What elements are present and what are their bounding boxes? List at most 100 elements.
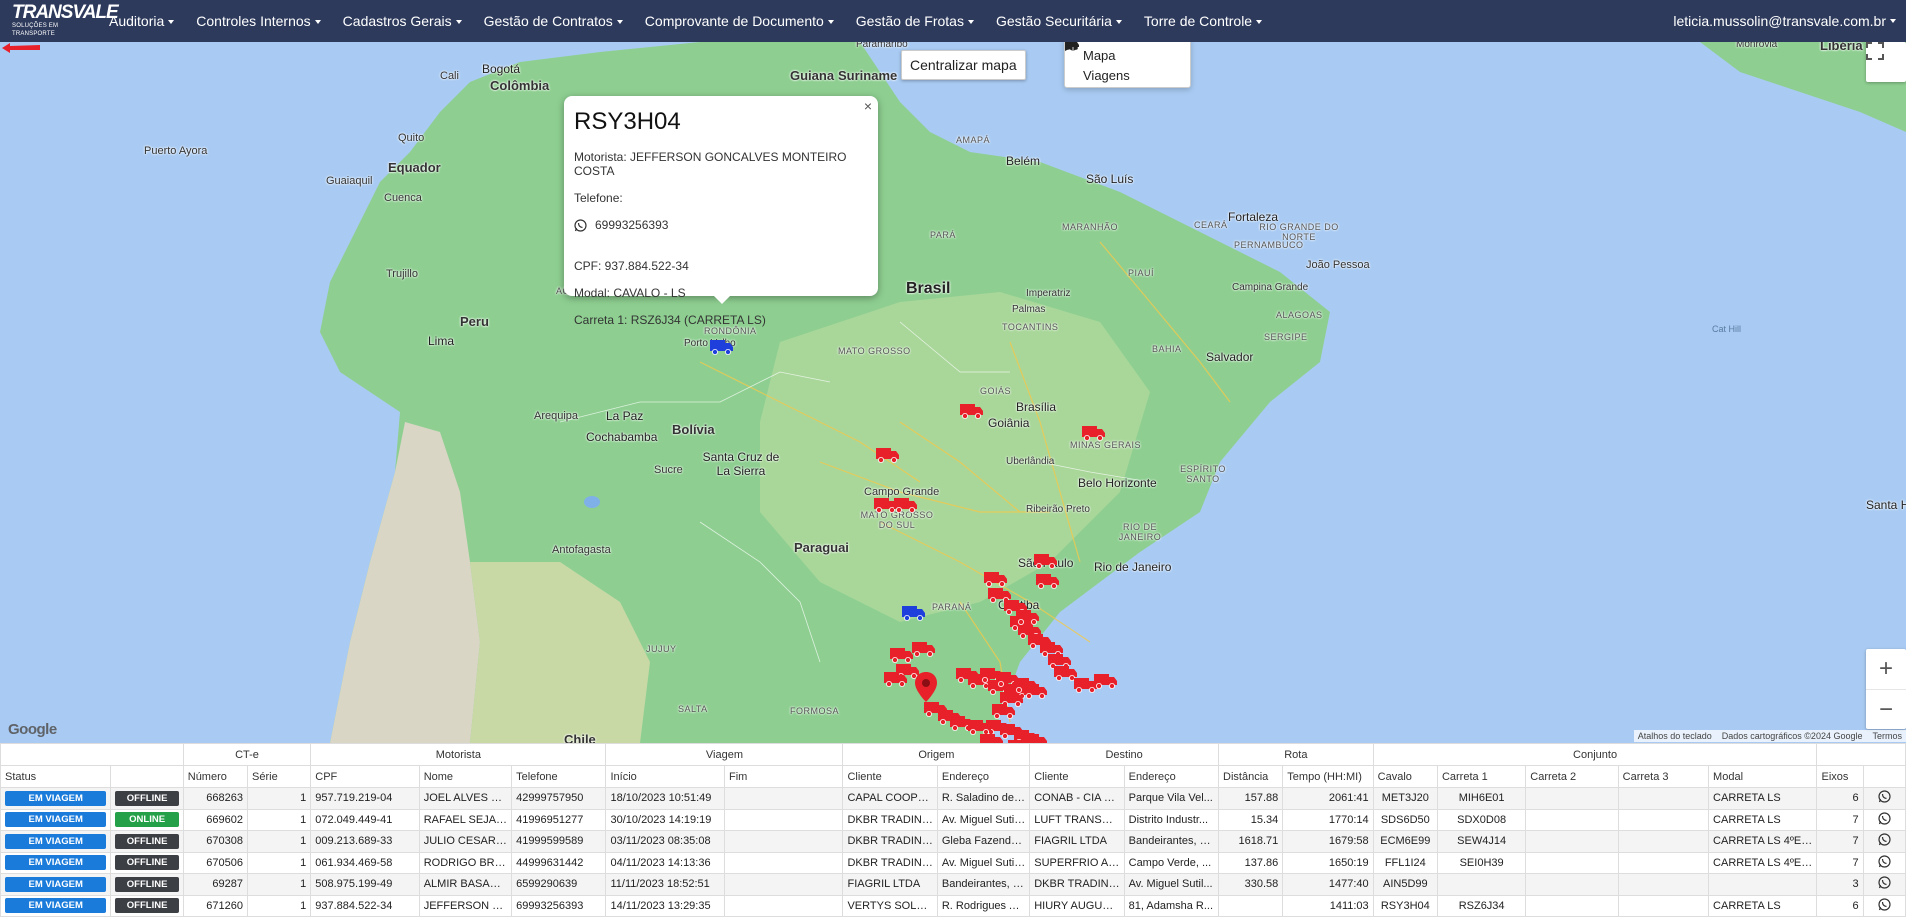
table-row[interactable]: EM VIAGEM OFFLINE 668263 1 957.719.219-04 JOE…: [0, 787, 1906, 810]
column-header-1[interactable]: [110, 765, 184, 788]
menu-comprovante-documento[interactable]: Comprovante de Documento: [634, 13, 845, 29]
transvale-logo[interactable]: TRANSVALE SOLUÇÕES EM TRANSPORTE: [0, 0, 119, 42]
whatsapp-icon[interactable]: [1878, 855, 1891, 868]
whatsapp-icon[interactable]: [1878, 812, 1891, 825]
truck-marker-icon[interactable]: [710, 338, 734, 356]
column-header-13[interactable]: Distância: [1218, 765, 1284, 788]
whatsapp-cell[interactable]: [1862, 808, 1906, 831]
status-badge[interactable]: EM VIAGEM: [5, 876, 107, 892]
google-logo[interactable]: Google: [8, 721, 57, 738]
truck-marker-icon[interactable]: [1034, 552, 1058, 570]
status-badge[interactable]: EM VIAGEM: [5, 812, 107, 828]
whatsapp-cell[interactable]: [1862, 787, 1906, 810]
column-header-8[interactable]: Fim: [723, 765, 844, 788]
menu-auditoria[interactable]: Auditoria: [98, 13, 185, 29]
fullscreen-button[interactable]: [1866, 42, 1906, 82]
group-origem: Origem: [842, 743, 1031, 766]
table-row[interactable]: EM VIAGEM OFFLINE 670506 1 061.934.469-58 ROD…: [0, 851, 1906, 874]
column-header-10[interactable]: Endereço: [936, 765, 1031, 788]
dropdown-item-mapa[interactable]: Mapa: [1065, 42, 1190, 65]
whatsapp-cell[interactable]: [1862, 894, 1906, 917]
column-header-4[interactable]: CPF: [310, 765, 420, 788]
column-header-7[interactable]: Início: [605, 765, 725, 788]
truck-marker-icon[interactable]: [1094, 672, 1118, 690]
column-header-21[interactable]: [1862, 765, 1906, 788]
label-la-paz: La Paz: [606, 409, 644, 423]
column-header-19[interactable]: Modal: [1708, 765, 1818, 788]
keyboard-shortcuts-link[interactable]: Atalhos do teclado: [1637, 731, 1712, 741]
truck-marker-icon[interactable]: [968, 718, 992, 736]
terms-link[interactable]: Termos: [1872, 731, 1902, 741]
menu-torre-controle[interactable]: Torre de Controle: [1133, 13, 1273, 29]
status-badge[interactable]: EM VIAGEM: [5, 790, 107, 806]
truck-marker-icon[interactable]: [1024, 732, 1048, 743]
truck-marker-icon[interactable]: [902, 604, 926, 622]
truck-marker-icon[interactable]: [1024, 682, 1048, 700]
dropdown-item-viagens[interactable]: Viagens: [1065, 42, 1190, 85]
menu-gestao-frotas[interactable]: Gestão de Frotas: [845, 13, 985, 29]
truck-marker-icon[interactable]: [1022, 738, 1046, 743]
truck-marker-icon[interactable]: [980, 732, 1004, 743]
table-row[interactable]: EM VIAGEM OFFLINE 671260 1 937.884.522-34 JEF…: [0, 894, 1906, 917]
map-view[interactable]: Bogotá Colômbia Cali Quito Equador Guaia…: [0, 42, 1906, 743]
column-header-16[interactable]: Carreta 1: [1436, 765, 1527, 788]
truck-marker-icon[interactable]: [960, 402, 984, 420]
truck-marker-icon[interactable]: [984, 570, 1008, 588]
popup-phone-row[interactable]: 69993256393: [574, 218, 868, 232]
zoom-in-button[interactable]: +: [1878, 655, 1893, 682]
truck-marker-icon[interactable]: [884, 670, 908, 688]
column-header-5[interactable]: Nome: [418, 765, 513, 788]
center-map-button[interactable]: Centralizar mapa: [901, 50, 1026, 80]
menu-gestao-securitaria[interactable]: Gestão Securitária: [985, 13, 1133, 29]
table-row[interactable]: EM VIAGEM ONLINE 669602 1 072.049.449-41 RAFA…: [0, 808, 1906, 831]
truck-marker-icon[interactable]: [876, 446, 900, 464]
menu-controles-internos[interactable]: Controles Internos: [185, 13, 331, 29]
table-row[interactable]: EM VIAGEM OFFLINE 670308 1 009.213.689-33 JUL…: [0, 830, 1906, 853]
column-header-11[interactable]: Cliente: [1029, 765, 1125, 788]
truck-marker-icon[interactable]: [1054, 664, 1078, 682]
cell-cpf: 072.049.449-41: [310, 808, 420, 831]
truck-marker-icon[interactable]: [1000, 690, 1024, 708]
column-header-0[interactable]: Status: [0, 765, 112, 788]
truck-marker-icon[interactable]: [894, 496, 918, 514]
table-row[interactable]: EM VIAGEM OFFLINE 69287 1 508.975.199-49 ALMI…: [0, 873, 1906, 896]
truck-marker-icon[interactable]: [1008, 738, 1032, 743]
whatsapp-icon[interactable]: [1878, 833, 1891, 846]
column-header-15[interactable]: Cavalo: [1372, 765, 1438, 788]
truck-marker-icon[interactable]: [1016, 608, 1040, 626]
truck-marker-icon[interactable]: [1082, 424, 1106, 442]
whatsapp-cell[interactable]: [1862, 851, 1906, 874]
truck-marker-icon[interactable]: [912, 640, 936, 658]
cell-telefone: 41996951277: [511, 808, 607, 831]
column-header-9[interactable]: Cliente: [842, 765, 938, 788]
whatsapp-icon[interactable]: [1878, 876, 1891, 889]
whatsapp-icon[interactable]: [1878, 790, 1891, 803]
column-header-20[interactable]: Eixos: [1816, 765, 1864, 788]
whatsapp-icon[interactable]: [1878, 898, 1891, 911]
zoom-out-button[interactable]: −: [1866, 689, 1906, 729]
column-header-14[interactable]: Tempo (HH:MI): [1282, 765, 1374, 788]
trips-table-container[interactable]: CT-e Motorista Viagem Origem Destino Rot…: [0, 743, 1906, 919]
status-badge[interactable]: EM VIAGEM: [5, 855, 107, 871]
column-header-2[interactable]: Número: [182, 765, 249, 788]
cell-c2: [1525, 808, 1619, 831]
menu-gestao-contratos[interactable]: Gestão de Contratos: [473, 13, 634, 29]
status-badge[interactable]: EM VIAGEM: [5, 898, 107, 914]
menu-cadastros-gerais[interactable]: Cadastros Gerais: [332, 13, 473, 29]
truck-marker-icon[interactable]: [890, 646, 914, 664]
truck-marker-icon[interactable]: [992, 702, 1016, 720]
column-header-6[interactable]: Telefone: [511, 765, 607, 788]
whatsapp-cell[interactable]: [1862, 873, 1906, 896]
user-menu[interactable]: leticia.mussolin@transvale.com.br: [1673, 0, 1896, 42]
column-header-18[interactable]: Carreta 3: [1617, 765, 1710, 788]
column-header-12[interactable]: Endereço: [1123, 765, 1220, 788]
location-pin-icon[interactable]: [915, 672, 937, 702]
whatsapp-cell[interactable]: [1862, 830, 1906, 853]
truck-marker-icon[interactable]: [1036, 572, 1060, 590]
close-icon[interactable]: ×: [863, 98, 872, 114]
status-badge[interactable]: EM VIAGEM: [5, 833, 107, 849]
truck-marker-icon[interactable]: [1074, 676, 1098, 694]
column-header-17[interactable]: Carreta 2: [1525, 765, 1619, 788]
column-header-3[interactable]: Série: [247, 765, 312, 788]
truck-marker-icon[interactable]: [1048, 652, 1072, 670]
